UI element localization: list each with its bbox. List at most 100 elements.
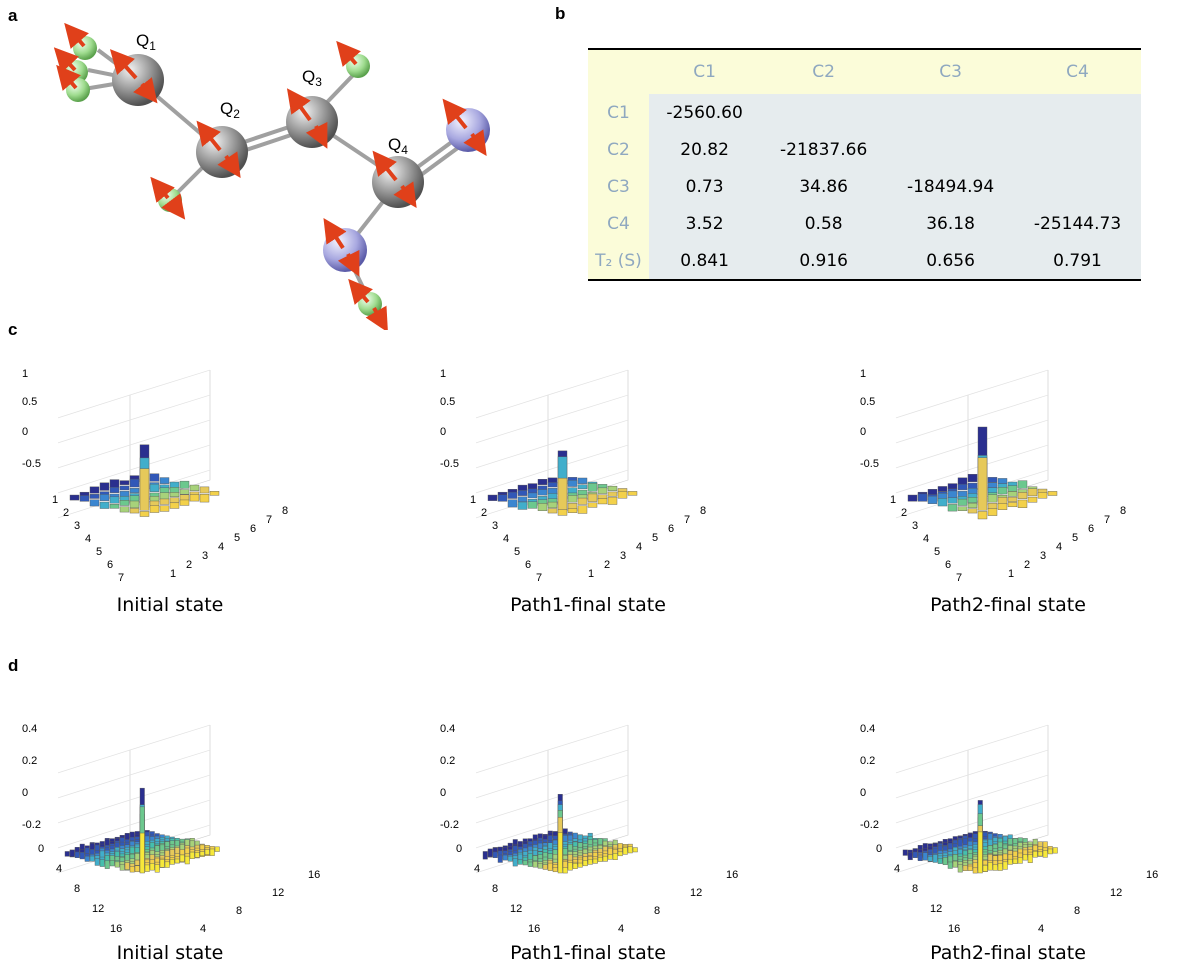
bar <box>99 494 110 502</box>
bar <box>179 854 185 862</box>
axis-tick-left: 6 <box>107 559 113 571</box>
table-cell: -21837.66 <box>760 131 888 168</box>
bar <box>502 854 508 861</box>
bar <box>1017 499 1028 508</box>
bar <box>577 862 583 868</box>
bar <box>149 505 160 513</box>
axis-tick-right: 4 <box>1056 541 1062 553</box>
bar <box>977 511 988 520</box>
axis-tick-left: 7 <box>118 572 124 584</box>
bar <box>119 506 130 513</box>
axis-tick-left: 4 <box>85 533 91 545</box>
bar <box>547 488 558 495</box>
bar <box>527 861 533 867</box>
bar <box>119 480 130 485</box>
axis-tick-left: 0 <box>456 843 462 855</box>
z-tick-label: -0.2 <box>22 819 41 831</box>
bar <box>1027 854 1033 863</box>
bar <box>567 480 578 487</box>
bar <box>139 832 145 874</box>
table-cell: 0.791 <box>1014 242 1141 281</box>
table-cell: 3.52 <box>649 205 761 242</box>
axis-tick-left: 4 <box>56 863 62 875</box>
bar <box>69 849 75 857</box>
bar <box>947 490 958 499</box>
axis-tick-left: 16 <box>110 923 122 935</box>
bar <box>607 485 618 491</box>
bar <box>104 860 110 869</box>
caption-c-initial: Initial state <box>116 594 224 616</box>
bar <box>987 487 998 494</box>
z-tick-label: -0.5 <box>22 458 41 470</box>
axis-tick-right: 8 <box>1074 905 1080 917</box>
bar <box>957 506 968 511</box>
table-row: C2 20.82 -21837.66 <box>588 131 1141 168</box>
bar <box>987 494 998 503</box>
bar <box>109 487 120 493</box>
table-row: C1 -2560.60 <box>588 94 1141 131</box>
bar <box>179 480 190 489</box>
bar <box>119 500 130 506</box>
axis-tick-right: 12 <box>690 887 702 899</box>
bar <box>109 496 120 504</box>
z-tick-label: 0.4 <box>440 723 455 735</box>
axis-tick-right: 12 <box>272 887 284 899</box>
bar <box>1007 502 1018 508</box>
axis-tick-right: 6 <box>250 523 256 535</box>
z-tick-label: 0.2 <box>860 755 875 767</box>
density-matrix-plot-c3: 10.50-0.51122334455667788 <box>858 365 1158 597</box>
axis-tick-left: 7 <box>536 572 542 584</box>
table-cell <box>887 94 1015 131</box>
bar <box>124 862 130 870</box>
axis-tick-left: 1 <box>470 494 476 506</box>
bar <box>1042 850 1048 858</box>
table-header-cell: C2 <box>760 48 888 94</box>
bar <box>517 501 528 510</box>
bar <box>517 490 528 496</box>
bar <box>119 490 130 497</box>
bar <box>1047 491 1058 496</box>
bar <box>89 494 100 499</box>
bar <box>487 494 498 501</box>
bar <box>597 498 608 505</box>
axis-tick-right: 8 <box>236 905 242 917</box>
panel-label-b: b <box>555 4 566 23</box>
bar <box>997 478 1008 484</box>
bar <box>937 498 948 507</box>
panel-label-d: d <box>8 656 19 675</box>
bar <box>967 865 973 871</box>
bar <box>497 494 508 502</box>
z-tick-label: -0.2 <box>860 819 879 831</box>
bar <box>627 491 638 496</box>
bar <box>957 864 963 873</box>
bar <box>597 494 608 500</box>
bar <box>997 487 1008 495</box>
row-header-t2: T₂ (S) <box>588 242 649 281</box>
axis-tick-right: 1 <box>170 568 176 580</box>
bar <box>577 477 588 484</box>
bar <box>164 861 170 868</box>
caption-d-path1: Path1-final state <box>510 942 666 964</box>
bar <box>89 486 100 494</box>
bar <box>1007 485 1018 492</box>
bar <box>109 504 120 509</box>
bar <box>129 488 140 493</box>
bar <box>517 484 528 491</box>
bar <box>1007 496 1018 502</box>
bar <box>567 508 578 513</box>
table-header-row: C1 C2 C3 C4 <box>588 48 1141 94</box>
coupling-table: C1 C2 C3 C4 C1 -2560.60 C2 20.82 -21837.… <box>588 48 1141 281</box>
bar <box>214 846 220 852</box>
bar <box>487 848 493 857</box>
bar <box>94 858 100 866</box>
axis-tick-left: 0 <box>38 843 44 855</box>
axis-tick-right: 4 <box>636 541 642 553</box>
bar <box>114 861 120 868</box>
axis-tick-left: 6 <box>525 559 531 571</box>
bar <box>547 862 553 871</box>
axis-tick-left: 5 <box>514 546 520 558</box>
row-header: C4 <box>588 205 649 242</box>
bar <box>967 497 978 503</box>
bar <box>987 862 993 871</box>
bar <box>582 860 588 867</box>
